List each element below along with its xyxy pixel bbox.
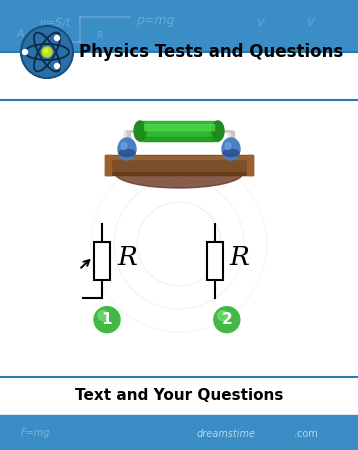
Text: 1: 1 [102,312,112,327]
Bar [0,377,358,415]
Bar [0,100,358,377]
Text: V: V [256,18,264,28]
Text: Physics Tests and Questions: Physics Tests and Questions [79,43,343,61]
Text: dreamstime: dreamstime [197,429,256,439]
Text: v=S/t: v=S/t [39,18,71,28]
Text: F=mg: F=mg [21,428,50,437]
Text: R: R [230,245,250,270]
Text: R: R [97,32,103,41]
Ellipse shape [134,121,146,141]
Ellipse shape [222,138,240,160]
Circle shape [21,26,73,78]
Bar [94,242,110,279]
Bar [207,242,223,279]
Circle shape [42,47,52,57]
Circle shape [94,306,120,333]
Circle shape [54,36,59,40]
Bar [247,155,253,175]
Bar [228,131,230,161]
Ellipse shape [212,121,224,141]
Bar [105,155,253,175]
Circle shape [44,49,48,53]
Text: Text and Your Questions: Text and Your Questions [75,388,283,404]
Bar [107,156,251,159]
Ellipse shape [119,149,135,157]
Bar [105,172,253,175]
Ellipse shape [225,143,231,149]
Bar [0,52,358,100]
Text: A: A [16,29,24,39]
Ellipse shape [118,138,136,160]
Bar [228,131,234,161]
Bar [124,131,126,161]
Circle shape [54,63,59,68]
Circle shape [214,306,240,333]
Circle shape [98,310,108,321]
Bar [0,0,358,52]
Bar [105,155,111,175]
Circle shape [218,310,228,321]
Text: 2: 2 [222,312,232,327]
Bar [144,124,214,130]
Bar [140,121,218,141]
Text: V: V [306,18,314,28]
Ellipse shape [115,158,243,188]
Text: R: R [117,245,137,270]
Bar [124,131,130,161]
Bar [0,415,358,450]
Text: p=mg: p=mg [136,14,174,27]
Ellipse shape [223,149,239,157]
Bar [144,137,214,141]
Circle shape [23,50,28,54]
Text: .com: .com [294,429,317,439]
Ellipse shape [121,143,127,149]
